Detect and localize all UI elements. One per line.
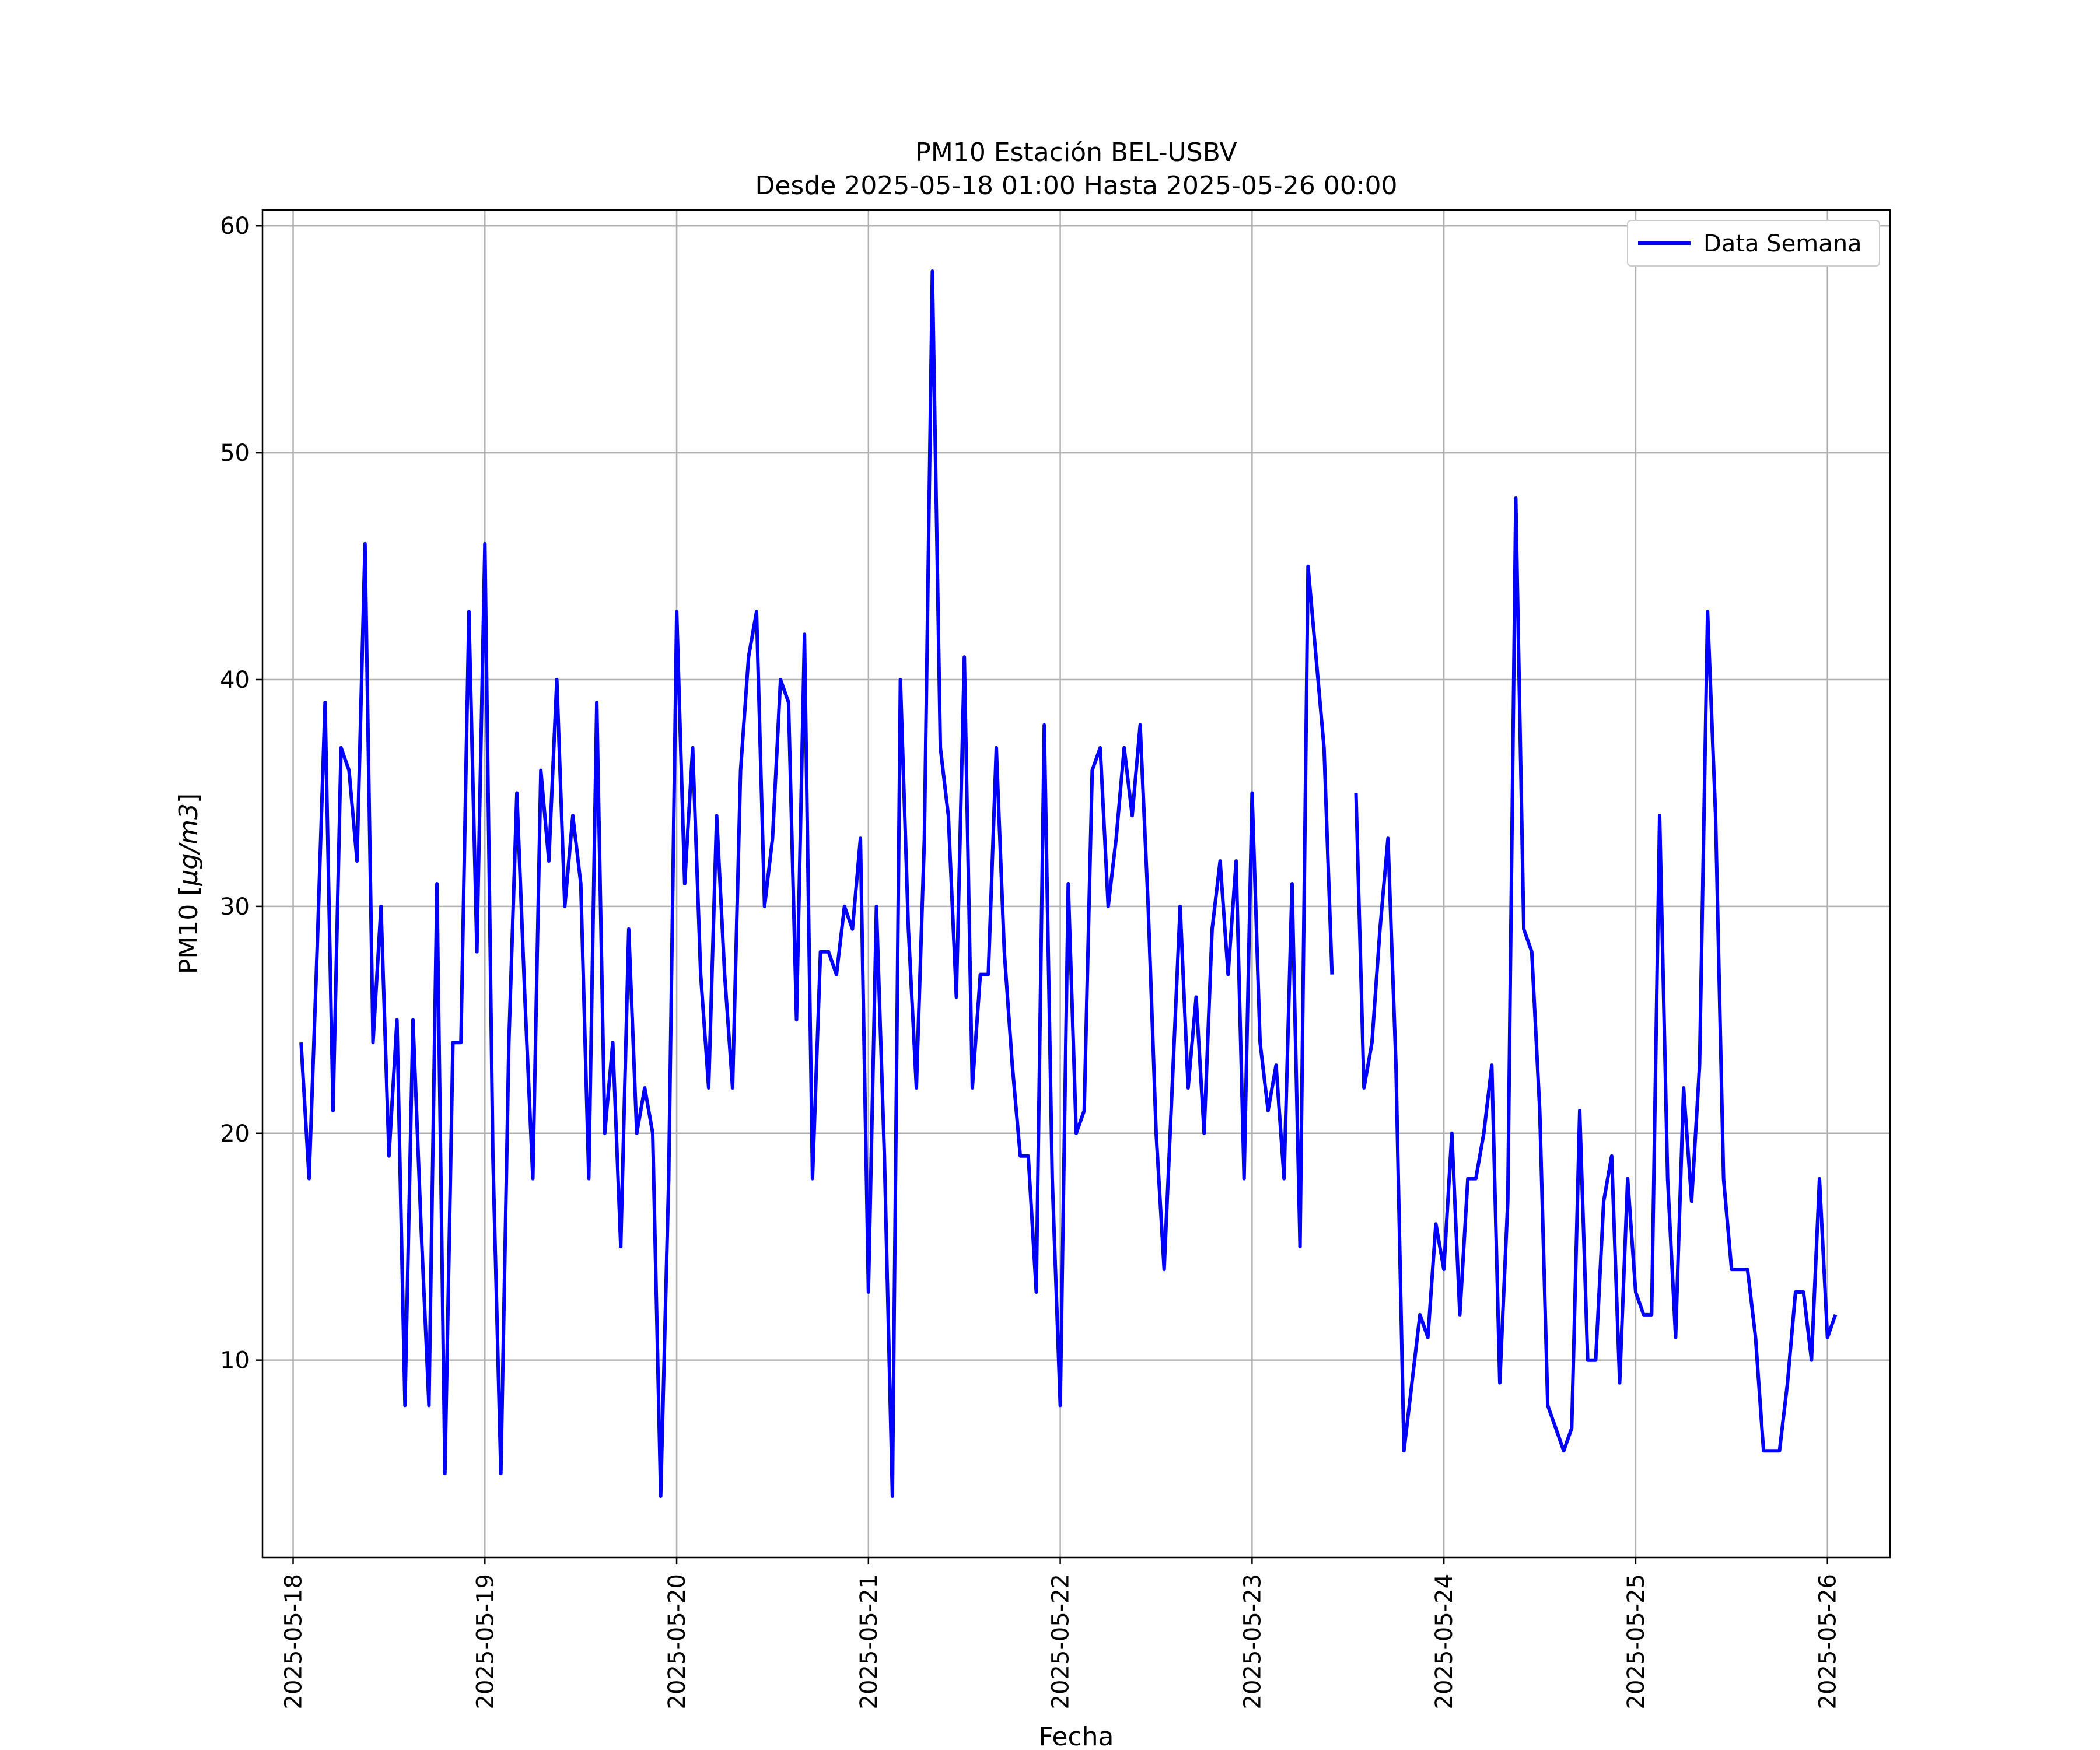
y-tick-label: 60 [220,213,250,240]
x-tick-label: 2025-05-18 [281,1574,307,1709]
x-tick-label: 2025-05-24 [1431,1574,1458,1709]
x-tick-label: 2025-05-21 [856,1574,883,1709]
series-layer [299,270,1838,1498]
chart-title: PM10 Estación BEL-USBV [915,138,1237,167]
chart-subtitle: Desde 2025-05-18 01:00 Hasta 2025-05-26 … [755,171,1397,201]
x-axis-label: Fecha [1038,1722,1114,1750]
plot-frame [261,209,1891,1559]
y-axis-label-suffix: ] [174,793,204,803]
y-tick-label: 50 [220,440,250,467]
y-axis-label-prefix: PM10 [ [174,886,204,975]
x-tick-label: 2025-05-19 [472,1574,499,1709]
x-tick-label: 2025-05-25 [1623,1574,1650,1709]
x-axis-ticks: 2025-05-18 2025-05-19 2025-05-20 2025-05-21… [281,1558,1842,1709]
y-tick-label: 30 [220,894,250,921]
y-tick-label: 20 [220,1121,250,1147]
y-tick-label: 10 [220,1348,250,1374]
y-axis-ticks: 10 20 30 40 50 60 [220,213,262,1374]
x-tick-label: 2025-05-23 [1239,1574,1266,1709]
legend-label: Data Semana [1703,230,1862,257]
x-tick-label: 2025-05-20 [664,1574,691,1709]
legend: Data Semana [1627,220,1880,267]
y-axis-label: PM10 [µg/m3] [174,793,204,974]
y-tick-label: 40 [220,667,250,694]
series-line-data-semana [299,270,1838,1498]
x-tick-label: 2025-05-22 [1048,1574,1074,1709]
y-axis-label-unit: µg/m3 [174,803,204,887]
x-tick-label: 2025-05-26 [1815,1574,1842,1709]
legend-box [1627,220,1880,267]
